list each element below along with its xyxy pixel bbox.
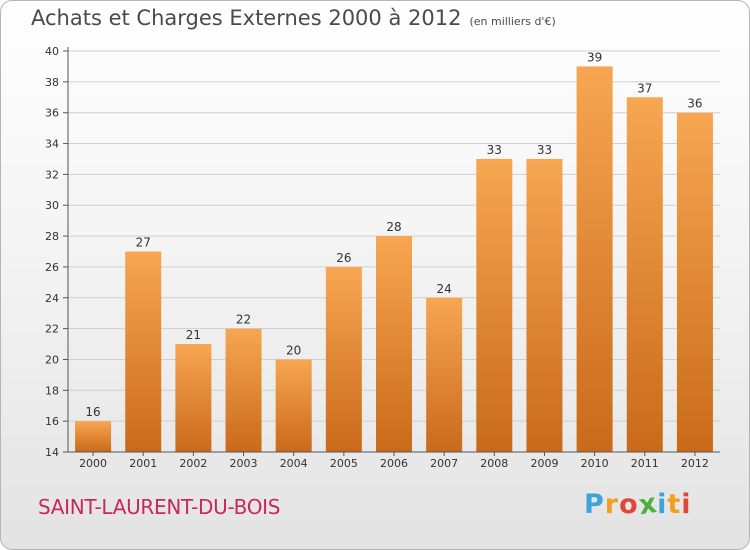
bar-2002 [175, 344, 212, 452]
data-label-2006: 28 [386, 220, 401, 234]
title-text: Achats et Charges Externes 2000 à 2012 [31, 6, 462, 30]
y-tick-label: 20 [45, 353, 59, 366]
y-tick-label: 18 [45, 384, 59, 397]
chart-title: Achats et Charges Externes 2000 à 2012 (e… [31, 6, 556, 30]
data-label-2008: 33 [487, 143, 502, 157]
data-label-2011: 37 [637, 81, 652, 95]
bar-2009 [526, 158, 563, 452]
y-tick-label: 34 [45, 138, 59, 151]
data-label-2012: 36 [687, 97, 702, 111]
y-tick-label: 36 [45, 107, 59, 120]
data-label-2005: 26 [336, 251, 351, 265]
bar-2006 [376, 236, 412, 452]
x-tick-label-2001: 2001 [129, 457, 157, 470]
y-tick-label: 22 [45, 323, 59, 336]
logo-letter: t [667, 489, 682, 520]
data-label-2004: 20 [286, 343, 301, 357]
bar-2012 [676, 112, 713, 452]
x-tick-label-2005: 2005 [330, 457, 358, 470]
y-tick-label: 38 [45, 76, 59, 89]
bar-2003 [225, 328, 262, 452]
axis-layer: 14 16 18 20 22 24 26 28 30 32 34 36 38 40 2000 2001 2002… [45, 45, 720, 470]
data-label-2002: 21 [186, 328, 201, 342]
bar-2005 [325, 266, 362, 452]
y-tick-label: 16 [45, 415, 59, 428]
y-tick-label: 32 [45, 168, 59, 181]
y-tick-label: 14 [45, 446, 59, 459]
bar-2007 [426, 297, 463, 452]
bar-2004 [275, 359, 312, 452]
bar-2010 [576, 66, 613, 452]
bar-2000 [75, 421, 112, 452]
logo-letter: i [657, 489, 668, 520]
x-tick-label-2011: 2011 [631, 457, 659, 470]
x-tick-label-2003: 2003 [230, 457, 258, 470]
logo-letter: o [619, 489, 639, 520]
proxiti-logo[interactable]: Proxiti [584, 487, 692, 522]
data-label-2000: 16 [85, 405, 100, 419]
y-tick-label: 24 [45, 292, 59, 305]
y-tick-label: 40 [45, 45, 59, 58]
bar-layer: 16 27 21 22 20 26 28 24 33 33 39 37 36 [75, 50, 713, 453]
y-tick-label: 30 [45, 199, 59, 212]
logo-letter: i [681, 489, 692, 520]
city-name: SAINT-LAURENT-DU-BOIS [38, 495, 281, 519]
x-tick-label-2007: 2007 [430, 457, 458, 470]
x-tick-label-2008: 2008 [480, 457, 508, 470]
x-tick-label-2004: 2004 [280, 457, 308, 470]
data-label-2003: 22 [236, 313, 251, 327]
y-tick-label: 26 [45, 261, 59, 274]
x-tick-label-2000: 2000 [79, 457, 107, 470]
x-tick-label-2012: 2012 [681, 457, 709, 470]
data-label-2010: 39 [587, 50, 602, 64]
x-tick-label-2010: 2010 [581, 457, 609, 470]
data-label-2009: 33 [537, 143, 552, 157]
x-tick-label-2009: 2009 [530, 457, 558, 470]
chart-subtitle: (en milliers d'€) [469, 15, 556, 28]
x-tick-label-2002: 2002 [179, 457, 207, 470]
data-label-2001: 27 [136, 236, 151, 250]
logo-letter: P [584, 489, 605, 520]
bar-2011 [626, 97, 663, 453]
x-tick-label-2006: 2006 [380, 457, 408, 470]
logo-letter: x [636, 487, 660, 522]
data-label-2007: 24 [437, 282, 452, 296]
bar-2008 [476, 158, 513, 452]
bar-2001 [125, 251, 162, 452]
logo-letter: r [604, 489, 620, 520]
y-tick-label: 28 [45, 230, 59, 243]
